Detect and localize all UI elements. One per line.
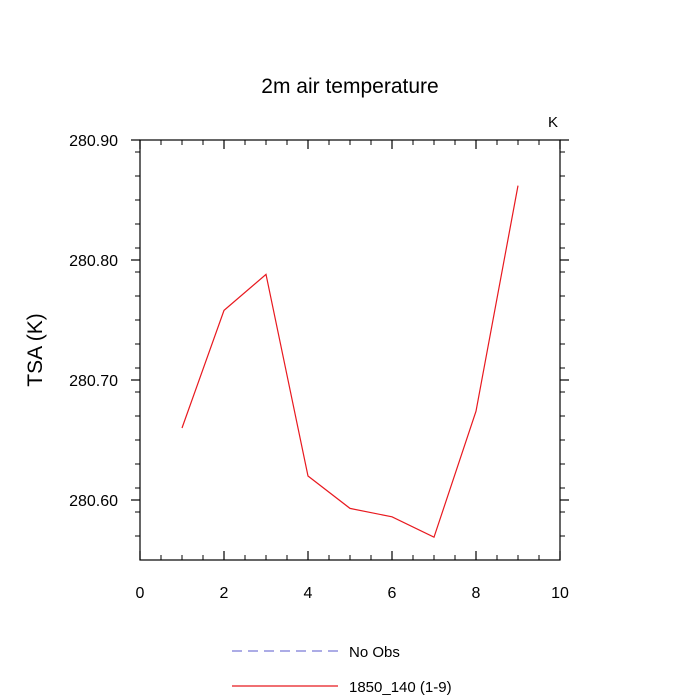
y-tick-label: 280.90 (69, 133, 118, 150)
y-axis-label: TSA (K) (24, 313, 47, 387)
series-line-1 (181, 185, 519, 539)
x-tick-label: 2 (220, 585, 229, 602)
x-tick-label: 10 (551, 585, 569, 602)
y-tick-label: 280.60 (69, 493, 118, 510)
legend-label-0: No Obs (349, 644, 400, 661)
y-tick-label: 280.70 (69, 373, 118, 390)
y-tick-label: 280.80 (69, 253, 118, 270)
x-tick-label: 8 (472, 585, 481, 602)
legend: No Obs 1850_140 (1-9) (232, 644, 452, 696)
chart-title: 2m air temperature (261, 75, 438, 98)
units-label: K (548, 114, 558, 131)
x-tick-label: 0 (136, 585, 145, 602)
x-tick-label: 6 (388, 585, 397, 602)
plot-frame (139, 139, 561, 561)
x-tick-label: 4 (304, 585, 313, 602)
axis-ticks: 0 2 4 6 8 10 280.60 280.70 280.80 280.90 (69, 133, 569, 602)
legend-label-1: 1850_140 (1-9) (349, 679, 452, 696)
series-layer (181, 185, 519, 539)
